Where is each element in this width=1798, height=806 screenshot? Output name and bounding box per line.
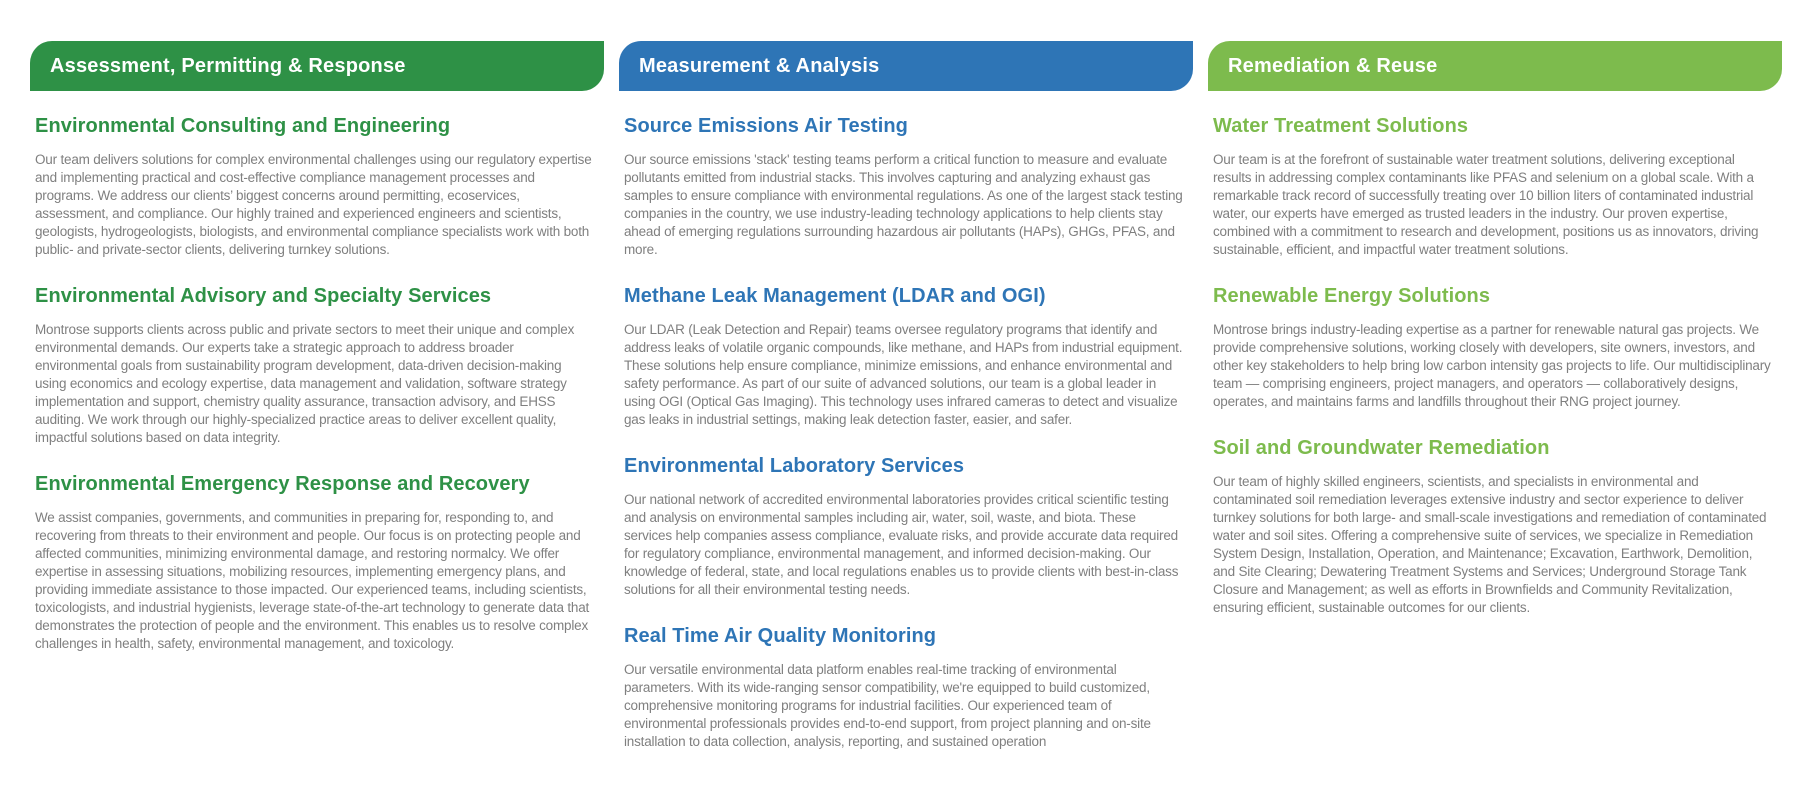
service-section: Renewable Energy Solutions Montrose brin…	[1213, 285, 1774, 411]
column-measurement-analysis: Measurement & Analysis Source Emissions …	[619, 41, 1193, 751]
service-section: Environmental Laboratory Services Our na…	[624, 455, 1185, 599]
column-banner-measurement: Measurement & Analysis	[619, 41, 1193, 91]
service-heading: Soil and Groundwater Remediation	[1213, 437, 1550, 459]
column-body: Source Emissions Air Testing Our source …	[619, 91, 1193, 751]
service-section: Environmental Advisory and Specialty Ser…	[35, 285, 596, 447]
service-section: Methane Leak Management (LDAR and OGI) O…	[624, 285, 1185, 429]
service-description: Our national network of accredited envir…	[624, 492, 1179, 597]
service-section: Source Emissions Air Testing Our source …	[624, 115, 1185, 259]
column-title: Remediation & Reuse	[1228, 54, 1438, 77]
column-body: Water Treatment Solutions Our team is at…	[1208, 91, 1782, 617]
column-assessment-permitting-response: Assessment, Permitting & Response Enviro…	[30, 41, 604, 751]
column-title: Measurement & Analysis	[639, 54, 880, 77]
column-banner-remediation: Remediation & Reuse	[1208, 41, 1782, 91]
service-heading: Environmental Laboratory Services	[624, 455, 965, 477]
column-remediation-reuse: Remediation & Reuse Water Treatment Solu…	[1208, 41, 1782, 751]
service-description: Montrose supports clients across public …	[35, 322, 575, 445]
service-heading: Methane Leak Management (LDAR and OGI)	[624, 285, 1046, 307]
service-section: Real Time Air Quality Monitoring Our ver…	[624, 625, 1185, 751]
service-heading: Environmental Advisory and Specialty Ser…	[35, 285, 492, 307]
service-heading: Environmental Consulting and Engineering	[35, 115, 451, 137]
column-banner-assessment: Assessment, Permitting & Response	[30, 41, 604, 91]
service-section: Environmental Consulting and Engineering…	[35, 115, 596, 259]
service-heading: Source Emissions Air Testing	[624, 115, 908, 137]
service-description: Montrose brings industry-leading experti…	[1213, 322, 1771, 409]
service-section: Soil and Groundwater Remediation Our tea…	[1213, 437, 1774, 617]
service-section: Environmental Emergency Response and Rec…	[35, 473, 596, 653]
service-description: Our team of highly skilled engineers, sc…	[1213, 474, 1767, 615]
service-description: Our team delivers solutions for complex …	[35, 152, 592, 257]
service-description: Our versatile environmental data platfor…	[624, 662, 1151, 749]
column-body: Environmental Consulting and Engineering…	[30, 91, 604, 653]
service-heading: Renewable Energy Solutions	[1213, 285, 1491, 307]
service-heading: Water Treatment Solutions	[1213, 115, 1469, 137]
service-description: Our source emissions 'stack' testing tea…	[624, 152, 1183, 257]
service-description: Our LDAR (Leak Detection and Repair) tea…	[624, 322, 1183, 427]
services-board: Assessment, Permitting & Response Enviro…	[30, 41, 1782, 751]
service-section: Water Treatment Solutions Our team is at…	[1213, 115, 1774, 259]
column-title: Assessment, Permitting & Response	[50, 54, 406, 77]
service-description: Our team is at the forefront of sustaina…	[1213, 152, 1759, 257]
service-heading: Environmental Emergency Response and Rec…	[35, 473, 530, 495]
service-heading: Real Time Air Quality Monitoring	[624, 625, 937, 647]
service-description: We assist companies, governments, and co…	[35, 510, 590, 651]
